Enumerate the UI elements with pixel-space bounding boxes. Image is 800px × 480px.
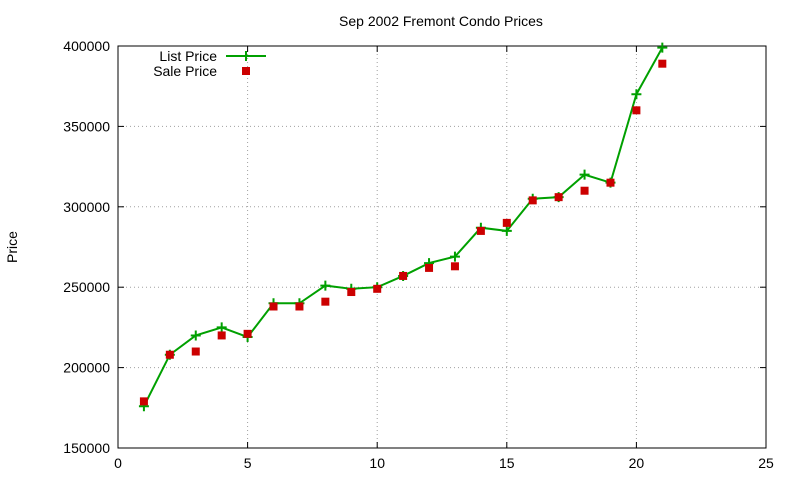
sale-price-point	[269, 302, 278, 311]
sale-price-point	[658, 59, 667, 68]
x-tick-label: 0	[114, 455, 122, 471]
list-price-point	[657, 42, 668, 53]
y-tick-label: 400000	[63, 38, 110, 54]
list-price-line	[143, 47, 664, 407]
axis-ticks: 0 5 10 15 20 25 150000 200000 250000 300000 350000…	[63, 38, 774, 471]
grid	[118, 46, 766, 448]
sale-price-point	[425, 263, 434, 272]
y-axis-label: Price	[4, 231, 20, 263]
plot-border	[117, 45, 767, 449]
sale-price-point	[191, 347, 200, 356]
y-tick-label: 150000	[63, 440, 110, 456]
sale-price-point	[450, 262, 459, 271]
list-price-point	[501, 225, 512, 236]
sale-price-point	[502, 218, 511, 227]
list-price-point	[190, 330, 201, 341]
legend: List Price Sale Price	[153, 48, 266, 79]
sale-price-point	[139, 397, 148, 406]
legend-marker-list-price	[241, 51, 251, 61]
list-price-point	[320, 280, 331, 291]
y-tick-label: 300000	[63, 199, 110, 215]
x-tick-label: 5	[244, 455, 252, 471]
y-tick-label: 200000	[63, 360, 110, 376]
legend-label-sale-price: Sale Price	[153, 63, 217, 79]
sale-price-point	[606, 178, 615, 187]
sale-price-point	[321, 297, 330, 306]
sale-price-point	[399, 271, 408, 280]
sale-price-point	[243, 329, 252, 338]
series	[138, 42, 668, 412]
sale-price-point	[165, 350, 174, 359]
sale-price-point	[632, 106, 641, 115]
sale-price-point	[295, 302, 304, 311]
legend-label-list-price: List Price	[159, 48, 217, 64]
sale-price-point	[554, 193, 563, 202]
list-price-point	[449, 251, 460, 262]
chart-title: Sep 2002 Fremont Condo Prices	[339, 13, 543, 29]
x-tick-label: 25	[758, 455, 774, 471]
x-tick-label: 20	[629, 455, 645, 471]
sale-price-point	[476, 226, 485, 235]
list-price-point	[216, 322, 227, 333]
sale-price-point	[347, 288, 356, 297]
sale-price-point	[373, 284, 382, 293]
sale-price-point	[528, 196, 537, 205]
list-price-point	[631, 89, 642, 100]
legend-marker-sale-price	[242, 67, 250, 75]
list-price-point	[579, 169, 590, 180]
y-tick-label: 250000	[63, 279, 110, 295]
y-tick-label: 350000	[63, 118, 110, 134]
sale-price-point	[580, 186, 589, 195]
sale-price-point	[217, 331, 226, 340]
x-tick-label: 15	[499, 455, 515, 471]
x-tick-label: 10	[369, 455, 385, 471]
